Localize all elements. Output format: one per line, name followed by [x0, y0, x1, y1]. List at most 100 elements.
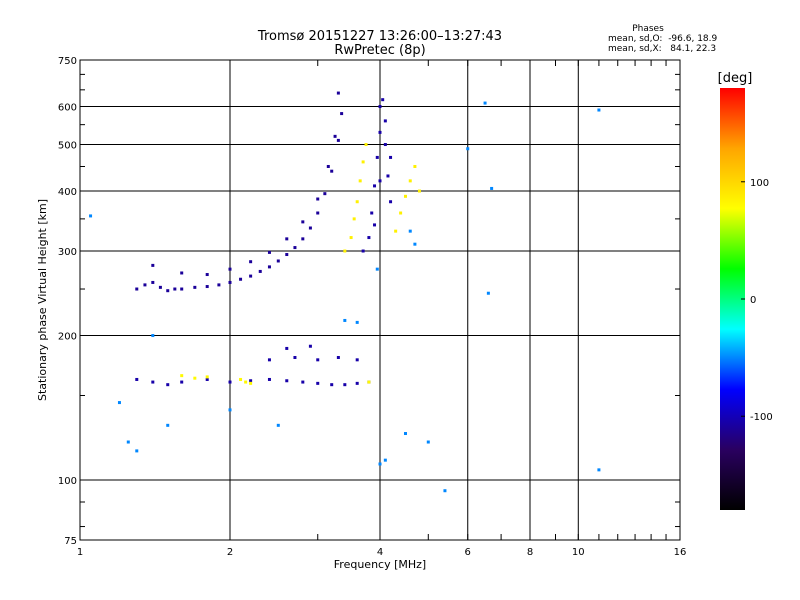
data-point — [143, 283, 147, 287]
data-point — [355, 381, 359, 385]
colorbar-tick-label: 0 — [750, 295, 756, 306]
data-point — [343, 383, 347, 387]
data-point — [326, 164, 330, 168]
data-point — [239, 377, 243, 381]
data-point — [276, 259, 280, 263]
data-point — [285, 253, 289, 257]
data-point — [151, 263, 155, 267]
phase-stats-x-mode: mean, sd,X: 84.1, 22.3 — [608, 44, 716, 54]
data-point — [166, 289, 170, 293]
data-point — [330, 383, 334, 387]
data-point — [205, 285, 209, 289]
data-point — [413, 242, 417, 246]
data-point — [89, 214, 93, 218]
data-point — [301, 220, 305, 224]
data-point — [426, 440, 430, 444]
data-point — [386, 174, 390, 178]
data-point — [301, 380, 305, 384]
data-point — [394, 229, 398, 233]
data-point — [180, 271, 184, 275]
x-axis: 1 2 4 6 8 10 16 — [77, 60, 687, 558]
y-axis-label: Stationary phase Virtual Height [km] — [36, 199, 49, 401]
data-point — [239, 277, 243, 281]
phase-stats-panel: Phases mean, sd,O: -96.6, 18.9 mean, sd,… — [608, 24, 718, 54]
data-point — [316, 211, 320, 215]
colorbar-tick-label: -100 — [750, 412, 773, 423]
data-point — [381, 98, 385, 102]
data-point — [367, 236, 371, 240]
data-point — [483, 101, 487, 105]
y-tick-label: 500 — [58, 141, 77, 152]
data-point — [383, 143, 387, 147]
data-point — [333, 134, 337, 138]
data-point — [151, 334, 155, 338]
x-tick-label: 10 — [572, 547, 585, 558]
data-point — [173, 287, 177, 291]
colorbar-ticks: 100 0 -100 — [741, 178, 773, 423]
data-point — [267, 377, 271, 381]
data-point — [408, 179, 412, 183]
data-point — [316, 197, 320, 201]
colorbar — [720, 88, 745, 510]
data-point — [330, 169, 334, 173]
data-point — [217, 283, 221, 287]
data-point — [355, 200, 359, 204]
data-point — [336, 138, 340, 142]
data-point — [316, 381, 320, 385]
data-point — [158, 285, 162, 289]
data-point — [323, 192, 327, 196]
data-point — [308, 226, 312, 230]
data-point — [285, 237, 289, 241]
data-point — [378, 105, 382, 109]
data-point — [180, 380, 184, 384]
data-point — [378, 462, 382, 466]
y-tick-label: 750 — [58, 56, 77, 67]
data-point — [378, 130, 382, 134]
data-point — [336, 91, 340, 95]
data-point — [355, 320, 359, 324]
data-point — [285, 379, 289, 383]
data-point — [180, 374, 184, 378]
data-point — [389, 155, 393, 159]
y-tick-label: 100 — [58, 476, 77, 487]
data-point — [151, 380, 155, 384]
x-tick-label: 1 — [77, 547, 83, 558]
data-point — [249, 260, 253, 264]
data-point — [249, 274, 253, 278]
data-point — [403, 432, 407, 436]
phase-stats-o-mode: mean, sd,O: -96.6, 18.9 — [608, 34, 718, 44]
x-tick-label: 16 — [674, 547, 687, 558]
data-point — [166, 383, 170, 387]
data-point — [355, 358, 359, 362]
data-point — [399, 211, 403, 215]
data-point — [336, 355, 340, 359]
x-tick-label: 2 — [227, 547, 233, 558]
data-point — [249, 379, 253, 383]
data-point — [361, 160, 365, 164]
x-tick-label: 6 — [465, 547, 471, 558]
data-point — [205, 375, 209, 379]
y-tick-label: 300 — [58, 247, 77, 258]
y-tick-label: 400 — [58, 187, 77, 198]
data-points — [89, 91, 601, 493]
data-point — [403, 194, 407, 198]
data-point — [135, 287, 139, 291]
data-point — [249, 381, 253, 385]
data-point — [135, 377, 139, 381]
data-point — [301, 237, 305, 241]
y-axis: 75 100 200 300 400 500 600 750 — [58, 56, 680, 547]
data-point — [597, 468, 601, 472]
y-tick-label: 600 — [58, 103, 77, 114]
data-point — [417, 189, 421, 193]
data-point — [343, 249, 347, 253]
data-point — [383, 119, 387, 123]
data-point — [358, 179, 362, 183]
data-point — [373, 223, 377, 227]
plot-grid — [80, 60, 680, 540]
data-point — [228, 408, 232, 412]
data-point — [383, 458, 387, 462]
data-point — [343, 318, 347, 322]
phase-stats-heading: Phases — [632, 24, 664, 34]
data-point — [205, 377, 209, 381]
